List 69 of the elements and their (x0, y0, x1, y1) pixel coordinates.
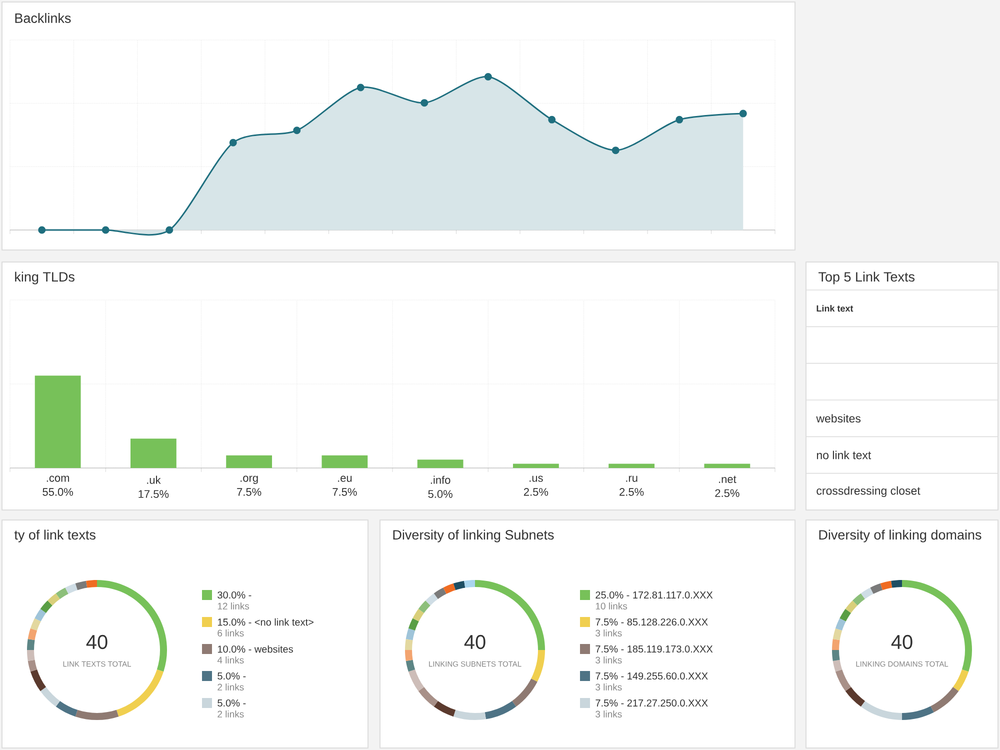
text: 2 links (218, 684, 244, 690)
point (293, 126, 301, 134)
point (676, 116, 684, 124)
legend-label: 5.0% - (218, 672, 246, 680)
legend-label: 5.0% - (218, 699, 246, 707)
chart-title: Diversity of linking domains (819, 530, 982, 542)
text: 3 links (596, 656, 622, 664)
legend-label: 25.0% - 172.81.117.0.XXX (596, 591, 713, 599)
x-tick-label: .ru (626, 476, 638, 482)
chart-title: ty of link texts (14, 530, 96, 542)
chart-title: Backlinks (15, 13, 71, 23)
x-tick-label: .org (240, 476, 258, 484)
point (38, 226, 46, 234)
text: 3 links (596, 684, 622, 690)
data-label: 17.5% (138, 490, 169, 498)
text: 6 links (218, 630, 244, 636)
text: 3 links (596, 710, 622, 718)
legend-label: 15.0% - <no link text> (218, 618, 314, 626)
bar (34, 376, 81, 468)
text: Top 5 Link Texts (818, 272, 915, 284)
text: 3 links (596, 630, 622, 636)
point (166, 226, 174, 234)
point (612, 146, 620, 154)
legend-label: 30.0% - (218, 591, 252, 599)
text: 40 (86, 634, 108, 650)
point (484, 73, 492, 81)
point (739, 110, 747, 118)
text: 40 (464, 634, 486, 650)
text: 4 links (217, 656, 244, 664)
text: 40 (891, 634, 912, 650)
text: crossdressing closet (816, 486, 920, 498)
data-label: 2.5% (715, 489, 740, 498)
data-label: 2.5% (524, 488, 548, 496)
data-label: 55.0% (42, 488, 74, 496)
legend-label: 7.5% - 185.119.173.0.XXX (596, 645, 713, 653)
x-tick-label: .us (530, 476, 543, 482)
data-label: 7.5% (332, 488, 357, 496)
x-tick-label: .uk (147, 476, 161, 484)
data-label: 2.5% (620, 488, 644, 496)
legend-label: 7.5% - 217.27.250.0.XXX (596, 699, 708, 707)
x-tick-label: .com (46, 476, 70, 482)
text: 10 links (596, 602, 628, 610)
point (356, 84, 364, 92)
point (548, 116, 556, 124)
legend-label: 7.5% - 149.255.60.0.XXX (596, 672, 708, 680)
bar (226, 455, 272, 468)
chart-title: king TLDs (15, 272, 74, 284)
point (229, 138, 237, 146)
text: no link text (816, 450, 872, 460)
legend-label: 10.0% - websites (218, 645, 293, 653)
bar (417, 460, 464, 468)
chart-title: Diversity of linking Subnets (393, 530, 554, 542)
bar (512, 464, 559, 468)
bar (704, 464, 750, 468)
point (102, 226, 110, 234)
bar (322, 455, 368, 468)
x-tick-label: .eu (338, 476, 352, 482)
text: 12 links (218, 602, 250, 610)
x-tick-label: .info (430, 476, 450, 484)
text: 2 links (218, 710, 244, 718)
x-tick-label: .net (719, 476, 736, 484)
legend-label: 7.5% - 85.128.226.0.XXX (596, 618, 708, 626)
text: websites (816, 414, 861, 423)
data-label: 5.0% (428, 490, 452, 498)
point (420, 99, 428, 107)
bar (130, 438, 176, 468)
data-label: 7.5% (237, 488, 262, 496)
bar (608, 464, 655, 468)
text: Link text (816, 305, 854, 312)
